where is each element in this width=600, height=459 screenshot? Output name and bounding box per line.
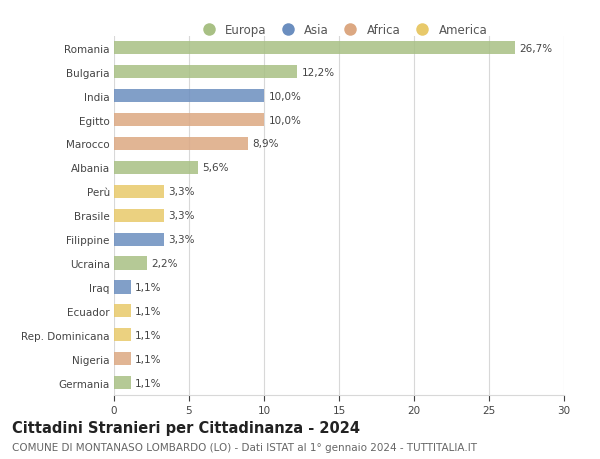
Bar — [114, 257, 147, 270]
Bar — [114, 114, 264, 127]
Text: 2,2%: 2,2% — [151, 258, 178, 269]
Text: 3,3%: 3,3% — [168, 211, 194, 221]
Bar — [114, 162, 198, 174]
Text: 10,0%: 10,0% — [269, 115, 301, 125]
Text: 1,1%: 1,1% — [135, 330, 161, 340]
Text: Cittadini Stranieri per Cittadinanza - 2024: Cittadini Stranieri per Cittadinanza - 2… — [12, 420, 360, 435]
Bar — [114, 90, 264, 103]
Text: 5,6%: 5,6% — [203, 163, 229, 173]
Bar — [114, 209, 163, 222]
Bar — [114, 305, 131, 318]
Bar — [114, 66, 297, 79]
Bar — [114, 281, 131, 294]
Bar — [114, 329, 131, 341]
Bar — [114, 233, 163, 246]
Text: 26,7%: 26,7% — [519, 44, 552, 54]
Text: 3,3%: 3,3% — [168, 187, 194, 197]
Text: 1,1%: 1,1% — [135, 282, 161, 292]
Text: 3,3%: 3,3% — [168, 235, 194, 245]
Bar — [114, 138, 248, 151]
Text: 1,1%: 1,1% — [135, 306, 161, 316]
Text: 1,1%: 1,1% — [135, 378, 161, 388]
Legend: Europa, Asia, Africa, America: Europa, Asia, Africa, America — [192, 20, 492, 42]
Bar — [114, 185, 163, 198]
Text: 12,2%: 12,2% — [302, 67, 335, 78]
Bar — [114, 353, 131, 365]
Bar — [114, 376, 131, 389]
Text: COMUNE DI MONTANASO LOMBARDO (LO) - Dati ISTAT al 1° gennaio 2024 - TUTTITALIA.I: COMUNE DI MONTANASO LOMBARDO (LO) - Dati… — [12, 442, 477, 452]
Text: 10,0%: 10,0% — [269, 91, 301, 101]
Text: 1,1%: 1,1% — [135, 354, 161, 364]
Bar — [114, 42, 515, 55]
Text: 8,9%: 8,9% — [252, 139, 278, 149]
